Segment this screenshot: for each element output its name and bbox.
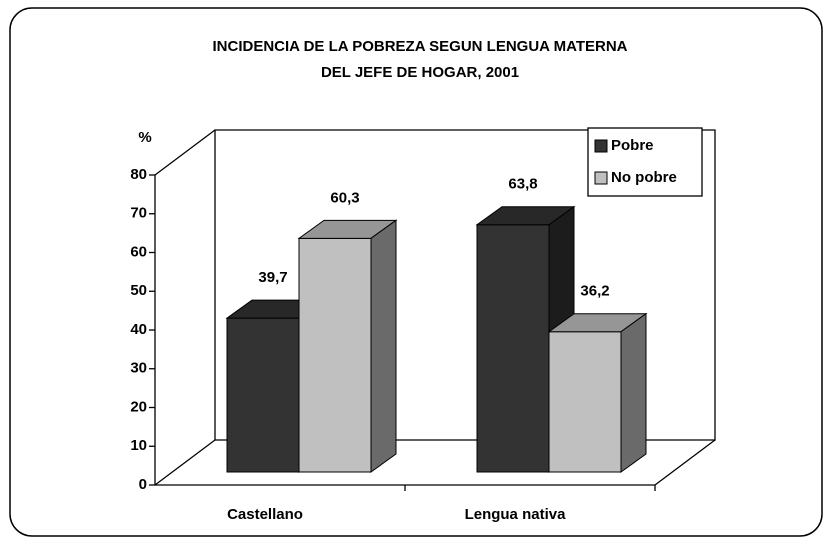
bar — [297, 219, 398, 473]
y-tick-label: 0 — [139, 476, 147, 493]
data-label: 36,2 — [580, 283, 609, 300]
floor-left — [154, 439, 216, 486]
bar-side — [620, 312, 647, 473]
bar-side — [370, 219, 397, 473]
chart-title: INCIDENCIA DE LA POBREZA SEGUN LENGUA MA… — [212, 38, 627, 55]
y-tick-label: 20 — [130, 398, 147, 415]
y-tick-label: 10 — [130, 437, 147, 454]
y-tick-label: 80 — [130, 166, 147, 183]
legend-label: Pobre — [611, 137, 654, 154]
x-tick-label: Lengua nativa — [465, 506, 567, 523]
y-axis-label: % — [138, 129, 151, 146]
data-label: 63,8 — [508, 176, 537, 193]
bar-front — [298, 237, 372, 473]
bar-front — [476, 224, 550, 473]
y-tick-label: 40 — [130, 321, 147, 338]
bar — [547, 312, 648, 473]
chart-border — [9, 7, 823, 537]
y-tick-label: 30 — [130, 360, 147, 377]
bar-front — [548, 331, 622, 473]
data-label: 39,7 — [258, 269, 287, 286]
legend-label: No pobre — [611, 169, 677, 186]
legend-box — [587, 127, 703, 197]
legend-swatch — [594, 171, 608, 185]
side-wall-top — [154, 129, 216, 176]
legend-swatch — [594, 139, 608, 153]
y-tick-label: 60 — [130, 243, 147, 260]
x-tick-label: Castellano — [227, 506, 303, 523]
y-tick-label: 50 — [130, 282, 147, 299]
bar-front — [226, 317, 300, 473]
y-tick-label: 70 — [130, 205, 147, 222]
chart-title: DEL JEFE DE HOGAR, 2001 — [321, 64, 519, 81]
data-label: 60,3 — [330, 189, 359, 206]
